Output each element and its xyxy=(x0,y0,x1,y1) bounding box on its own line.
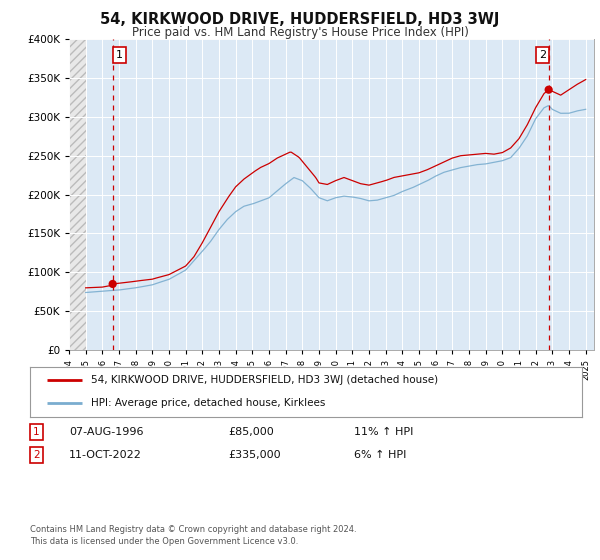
Text: 6% ↑ HPI: 6% ↑ HPI xyxy=(354,450,406,460)
Text: 54, KIRKWOOD DRIVE, HUDDERSFIELD, HD3 3WJ: 54, KIRKWOOD DRIVE, HUDDERSFIELD, HD3 3W… xyxy=(100,12,500,27)
Text: 11% ↑ HPI: 11% ↑ HPI xyxy=(354,427,413,437)
Text: 2: 2 xyxy=(33,450,40,460)
Point xyxy=(544,85,553,94)
Text: 11-OCT-2022: 11-OCT-2022 xyxy=(69,450,142,460)
Text: HPI: Average price, detached house, Kirklees: HPI: Average price, detached house, Kirk… xyxy=(91,398,325,408)
Text: 07-AUG-1996: 07-AUG-1996 xyxy=(69,427,143,437)
Text: Price paid vs. HM Land Registry's House Price Index (HPI): Price paid vs. HM Land Registry's House … xyxy=(131,26,469,39)
Text: £85,000: £85,000 xyxy=(228,427,274,437)
Bar xyxy=(69,39,86,350)
Text: 54, KIRKWOOD DRIVE, HUDDERSFIELD, HD3 3WJ (detached house): 54, KIRKWOOD DRIVE, HUDDERSFIELD, HD3 3W… xyxy=(91,375,438,385)
Text: Contains HM Land Registry data © Crown copyright and database right 2024.
This d: Contains HM Land Registry data © Crown c… xyxy=(30,525,356,546)
Text: 2: 2 xyxy=(539,50,547,60)
Text: 1: 1 xyxy=(33,427,40,437)
Text: £335,000: £335,000 xyxy=(228,450,281,460)
Text: 1: 1 xyxy=(116,50,123,60)
Point xyxy=(108,279,118,288)
